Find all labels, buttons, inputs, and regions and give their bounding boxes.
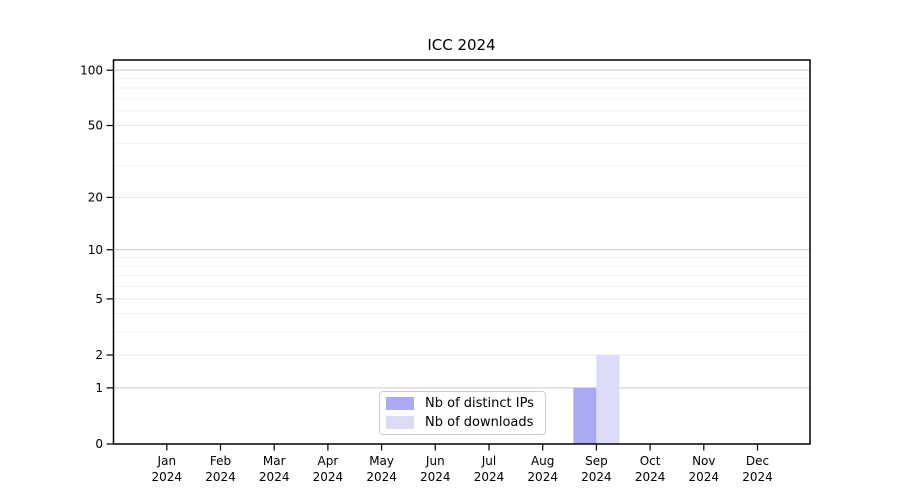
x-tick-label-month: Jul — [481, 454, 496, 468]
y-tick-label: 5 — [95, 292, 103, 306]
x-tick-label-month: Mar — [263, 454, 286, 468]
x-tick-label-month: May — [369, 454, 394, 468]
x-tick-label-year: 2024 — [635, 470, 666, 484]
y-tick-label: 50 — [88, 119, 103, 133]
x-tick-label-year: 2024 — [689, 470, 720, 484]
y-tick-label: 2 — [95, 348, 103, 362]
y-tick-label: 0 — [95, 437, 103, 451]
y-tick-label: 20 — [88, 191, 103, 205]
x-tick-label-month: Jun — [425, 454, 445, 468]
x-tick-label-year: 2024 — [420, 470, 451, 484]
x-tick-label-month: Sep — [585, 454, 608, 468]
chart-title: ICC 2024 — [427, 36, 496, 54]
x-tick-label-month: Apr — [318, 454, 339, 468]
legend-item-distinct-ips: Nb of distinct IPs — [386, 395, 545, 411]
bar-nb-of-downloads — [596, 355, 620, 444]
legend-label-distinct-ips: Nb of distinct IPs — [425, 395, 534, 411]
x-tick-label-month: Aug — [531, 454, 554, 468]
x-tick-label-year: 2024 — [474, 470, 505, 484]
x-tick-label-month: Dec — [746, 454, 769, 468]
x-tick-label-year: 2024 — [581, 470, 612, 484]
x-tick-label-year: 2024 — [366, 470, 397, 484]
x-tick-label-month: Nov — [692, 454, 715, 468]
x-tick-label-year: 2024 — [313, 470, 344, 484]
y-tick-label: 10 — [88, 243, 103, 257]
legend-swatch-downloads — [386, 416, 414, 429]
chart-legend: Nb of distinct IPs Nb of downloads — [379, 391, 546, 435]
x-tick-label-year: 2024 — [259, 470, 290, 484]
x-tick-label-year: 2024 — [742, 470, 773, 484]
y-tick-label: 1 — [95, 381, 103, 395]
bar-nb-of-distinct-ips — [573, 387, 597, 444]
x-tick-label-year: 2024 — [152, 470, 183, 484]
x-tick-label-month: Oct — [640, 454, 661, 468]
legend-label-downloads: Nb of downloads — [425, 414, 534, 430]
legend-item-downloads: Nb of downloads — [386, 414, 545, 430]
y-tick-label: 100 — [80, 63, 103, 77]
x-tick-label-year: 2024 — [205, 470, 236, 484]
plot-border — [112, 59, 811, 445]
x-tick-label-year: 2024 — [527, 470, 558, 484]
x-tick-label-month: Feb — [210, 454, 231, 468]
legend-swatch-distinct-ips — [386, 397, 414, 410]
x-tick-label-month: Jan — [157, 454, 177, 468]
